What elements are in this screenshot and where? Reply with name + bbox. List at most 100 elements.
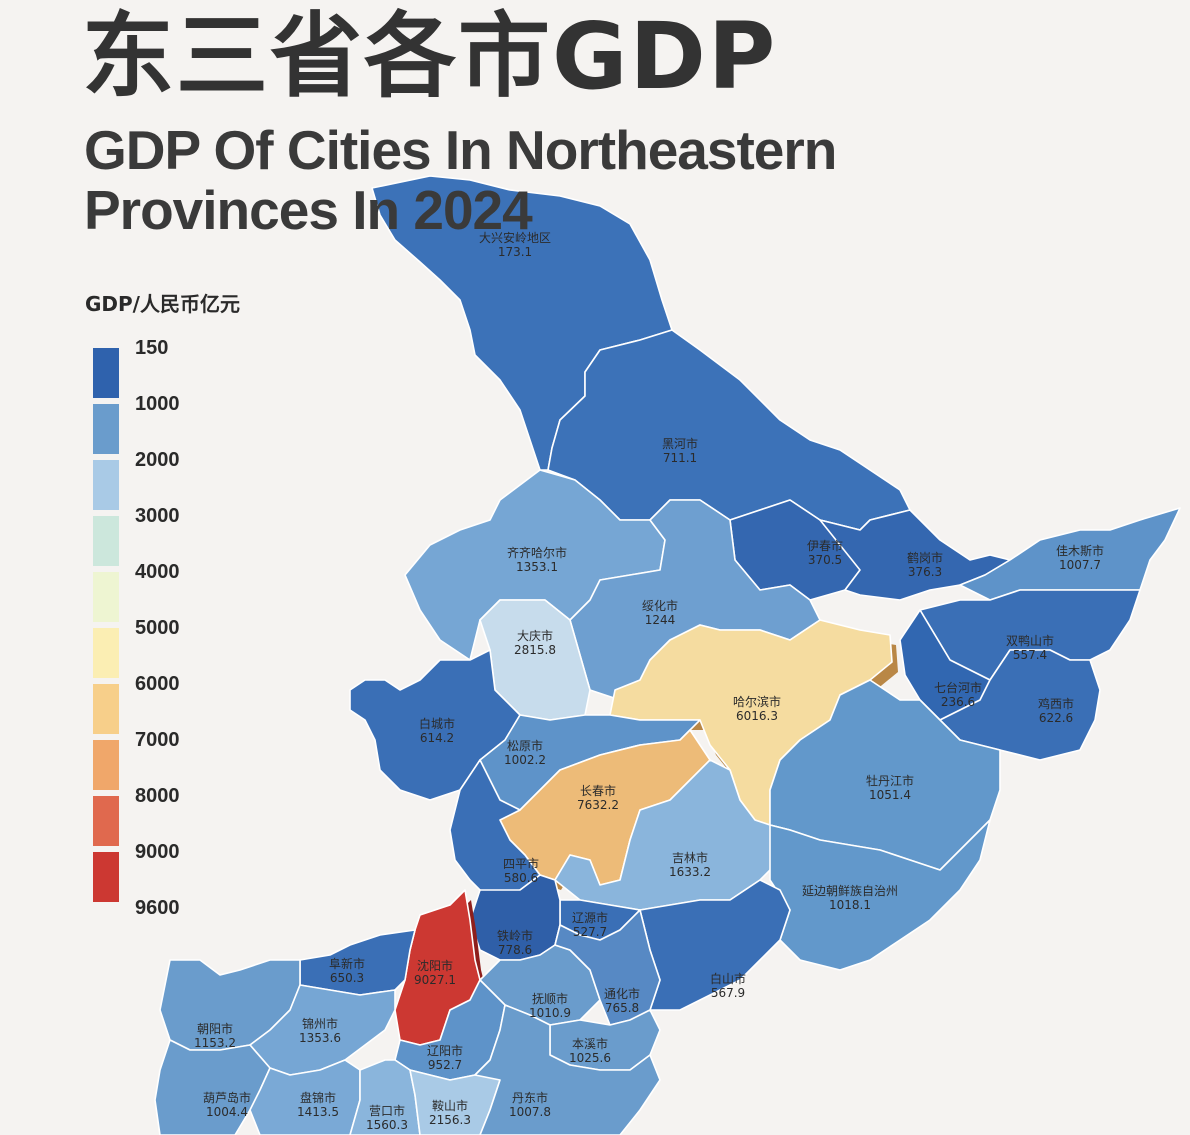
city-gdp-label: 1633.2 [669, 865, 711, 879]
city-gdp-label: 567.9 [711, 986, 745, 1000]
city-name-label: 齐齐哈尔市 [507, 545, 567, 560]
city-name-label: 长春市 [580, 783, 616, 798]
legend-label: 7000 [135, 729, 180, 751]
city-gdp-label: 1025.6 [569, 1051, 611, 1065]
city-gdp-label: 370.5 [808, 553, 842, 567]
legend-swatch [93, 348, 119, 398]
city-gdp-label: 1353.6 [299, 1031, 341, 1045]
region [769, 819, 991, 971]
city-gdp-label: 557.4 [1013, 648, 1047, 662]
legend-swatch [93, 852, 119, 902]
legend-label: 9000 [135, 841, 180, 863]
city-gdp-label: 1010.9 [529, 1006, 571, 1020]
city-gdp-label: 2815.8 [514, 643, 556, 657]
city-name-label: 辽源市 [572, 910, 608, 925]
region [154, 1039, 271, 1135]
legend-label: 3000 [135, 505, 180, 527]
city-gdp-label: 711.1 [663, 451, 697, 465]
city-gdp-label: 1153.2 [194, 1036, 236, 1050]
city-name-label: 盘锦市 [300, 1090, 336, 1105]
legend-title: GDP/人民币亿元 [85, 292, 240, 316]
legend-label: 5000 [135, 617, 180, 639]
city-gdp-label: 9027.1 [414, 973, 456, 987]
city-gdp-label: 952.7 [428, 1058, 462, 1072]
city-name-label: 通化市 [604, 986, 640, 1001]
city-name-label: 铁岭市 [497, 928, 533, 943]
city-gdp-label: 6016.3 [736, 709, 778, 723]
city-name-label: 鸡西市 [1038, 696, 1074, 711]
legend-swatch [93, 628, 119, 678]
city-gdp-label: 765.8 [605, 1001, 639, 1015]
city-gdp-label: 1244 [645, 613, 676, 627]
region [449, 759, 541, 901]
city-name-label: 伊春市 [807, 538, 843, 553]
city-name-label: 黑河市 [662, 436, 698, 451]
city-name-label: 鞍山市 [432, 1098, 468, 1113]
legend-swatch [93, 740, 119, 790]
city-name-label: 大庆市 [517, 628, 553, 643]
city-name-label: 辽阳市 [427, 1043, 463, 1058]
city-name-label: 本溪市 [572, 1036, 608, 1051]
city-gdp-label: 1007.7 [1059, 558, 1101, 572]
legend-max-label: 9600 [135, 897, 180, 919]
city-name-label: 抚顺市 [532, 991, 568, 1006]
city-name-label: 延边朝鲜族自治州 [802, 884, 898, 898]
city-gdp-label: 650.3 [330, 971, 364, 985]
legend-swatch [93, 572, 119, 622]
city-name-label: 朝阳市 [197, 1021, 233, 1036]
city-name-label: 丹东市 [512, 1090, 548, 1105]
region [554, 909, 661, 1026]
title-chinese: 东三省各市GDP [82, 3, 778, 110]
city-name-label: 沈阳市 [417, 958, 453, 973]
city-gdp-label: 1002.2 [504, 753, 546, 767]
city-name-label: 七台河市 [934, 680, 982, 695]
city-name-label: 吉林市 [672, 850, 708, 865]
city-name-label: 白城市 [419, 716, 455, 731]
city-name-label: 绥化市 [642, 598, 678, 613]
city-gdp-label: 1413.5 [297, 1105, 339, 1119]
city-name-label: 阜新市 [329, 956, 365, 971]
legend-label: 1000 [135, 393, 180, 415]
city-gdp-label: 376.3 [908, 565, 942, 579]
city-gdp-label: 236.6 [941, 695, 975, 709]
city-gdp-label: 778.6 [498, 943, 532, 957]
legend-swatch [93, 516, 119, 566]
city-name-label: 葫芦岛市 [203, 1090, 251, 1105]
city-gdp-label: 622.6 [1039, 711, 1073, 725]
city-name-label: 松原市 [507, 738, 543, 753]
city-name-label: 牡丹江市 [866, 773, 914, 788]
city-gdp-label: 580.6 [504, 871, 538, 885]
city-name-label: 营口市 [369, 1103, 405, 1118]
city-gdp-label: 1018.1 [829, 898, 871, 912]
city-name-label: 佳木斯市 [1056, 543, 1104, 558]
city-gdp-label: 173.1 [498, 245, 532, 259]
legend-label: 2000 [135, 449, 180, 471]
city-gdp-label: 2156.3 [429, 1113, 471, 1127]
legend-label: 8000 [135, 785, 180, 807]
city-gdp-label: 614.2 [420, 731, 454, 745]
city-name-label: 鹤岗市 [907, 550, 943, 565]
legend-swatch [93, 796, 119, 846]
legend-swatch [93, 460, 119, 510]
legend-swatch [93, 684, 119, 734]
region [939, 649, 1101, 761]
city-gdp-label: 527.7 [573, 925, 607, 939]
title-english: GDP Of Cities In Northeastern Provinces … [84, 119, 837, 241]
region [474, 1004, 661, 1135]
city-name-label: 四平市 [503, 856, 539, 871]
city-gdp-label: 1004.4 [206, 1105, 248, 1119]
region [547, 329, 911, 531]
legend-label: 150 [135, 337, 169, 359]
city-gdp-label: 1051.4 [869, 788, 911, 802]
legend-swatch [93, 404, 119, 454]
city-gdp-label: 1007.8 [509, 1105, 551, 1119]
city-name-label: 大兴安岭地区 [479, 230, 551, 245]
city-gdp-label: 7632.2 [577, 798, 619, 812]
city-name-label: 锦州市 [302, 1016, 338, 1031]
city-gdp-label: 1560.3 [366, 1118, 408, 1132]
city-name-label: 哈尔滨市 [733, 694, 781, 709]
city-name-label: 白山市 [710, 971, 746, 986]
city-name-label: 双鸭山市 [1006, 633, 1054, 648]
legend-label: 6000 [135, 673, 180, 695]
